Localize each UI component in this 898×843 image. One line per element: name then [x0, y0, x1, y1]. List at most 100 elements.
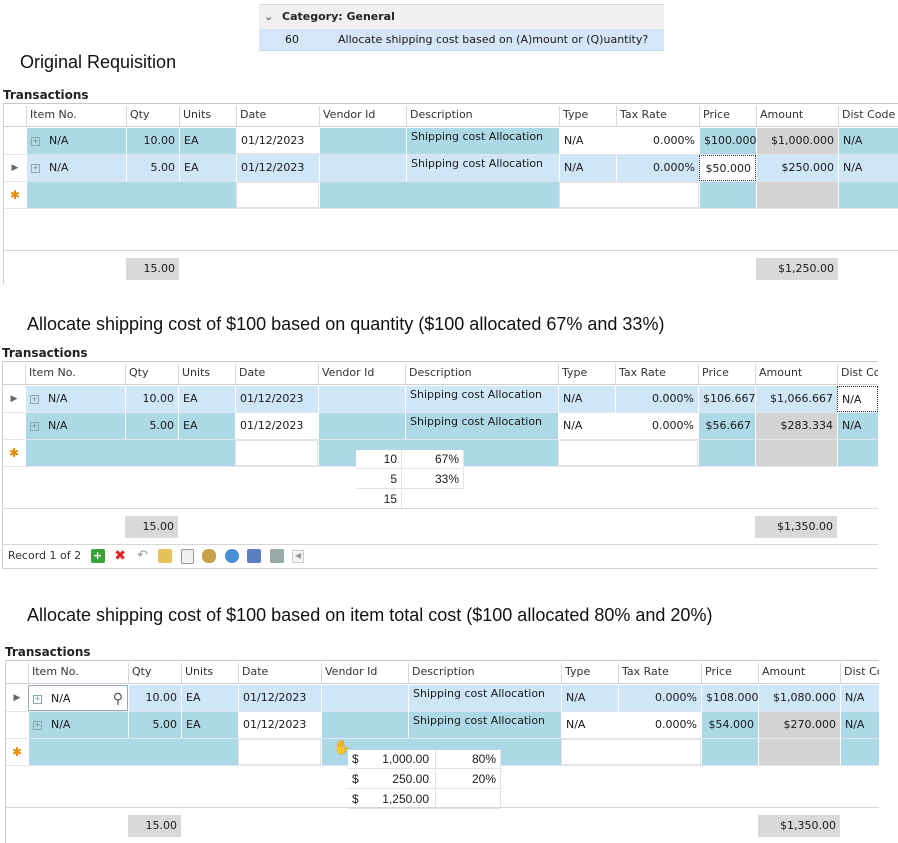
col-tax-rate[interactable]: Tax Rate	[616, 106, 699, 126]
col-dist-code[interactable]: Dist Code	[838, 106, 898, 126]
cell-units[interactable]: EA	[178, 386, 235, 412]
cell-type[interactable]: N/A	[558, 386, 615, 412]
cell-tax-rate[interactable]: 0.000%	[615, 386, 698, 412]
col-qty[interactable]: Qty	[125, 364, 178, 384]
new-cell-date[interactable]	[236, 182, 319, 208]
table-row[interactable]: ▶ + N/A 5.00 EA 01/12/2023 Shipping cost …	[4, 155, 898, 182]
col-item-no[interactable]: Item No.	[25, 364, 125, 384]
cell-type[interactable]: N/A	[559, 128, 616, 154]
new-cell-dist[interactable]	[840, 739, 879, 765]
col-vendor-id[interactable]: Vendor Id	[321, 663, 408, 683]
cell-vendor[interactable]	[318, 413, 405, 439]
item-lookup-input[interactable]: + N/A ⚲	[28, 685, 128, 711]
cell-tax-rate[interactable]: 0.000%	[616, 155, 699, 181]
cell-type[interactable]: N/A	[561, 712, 618, 738]
cell-price[interactable]: $100.000	[699, 128, 756, 154]
cell-dist-code[interactable]: N/A	[840, 712, 879, 738]
col-units[interactable]: Units	[181, 663, 238, 683]
cell-description[interactable]: Shipping cost Allocation	[405, 413, 558, 439]
col-units[interactable]: Units	[179, 106, 236, 126]
cell-dist-code[interactable]: N/A	[840, 685, 879, 711]
new-cell-dist[interactable]	[837, 440, 878, 466]
new-row-cells[interactable]	[319, 182, 559, 208]
cell-qty[interactable]: 5.00	[126, 155, 179, 181]
col-date[interactable]: Date	[236, 106, 319, 126]
cell-date[interactable]: 01/12/2023	[238, 712, 321, 738]
new-cell-type[interactable]	[561, 739, 701, 765]
cell-description[interactable]: Shipping cost Allocation	[408, 685, 561, 711]
cell-price[interactable]: $108.000	[701, 685, 758, 711]
add-icon[interactable]: +	[90, 549, 105, 563]
new-row-cells[interactable]	[26, 182, 236, 208]
cell-item[interactable]: + N/A	[26, 155, 126, 181]
col-vendor-id[interactable]: Vendor Id	[318, 364, 405, 384]
cell-vendor[interactable]	[321, 685, 408, 711]
cell-vendor[interactable]	[319, 128, 406, 154]
col-description[interactable]: Description	[406, 106, 559, 126]
cell-description[interactable]: Shipping cost Allocation	[406, 128, 559, 154]
col-type[interactable]: Type	[558, 364, 615, 384]
table-row[interactable]: + N/A 5.00 EA 01/12/2023 Shipping cost Al…	[6, 712, 879, 739]
col-description[interactable]: Description	[408, 663, 561, 683]
cell-type[interactable]: N/A	[558, 413, 615, 439]
cell-units[interactable]: EA	[181, 712, 238, 738]
cell-qty[interactable]: 10.00	[125, 386, 178, 412]
cell-item[interactable]: + N/A	[25, 413, 125, 439]
col-item-no[interactable]: Item No.	[28, 663, 128, 683]
table-row[interactable]: + N/A 10.00 EA 01/12/2023 Shipping cost A…	[4, 128, 898, 155]
col-price[interactable]: Price	[698, 364, 755, 384]
col-item-no[interactable]: Item No.	[26, 106, 126, 126]
expand-icon[interactable]: +	[31, 163, 40, 173]
folder-icon[interactable]	[158, 549, 173, 563]
cell-vendor[interactable]	[321, 712, 408, 738]
cell-price[interactable]: $54.000	[701, 712, 758, 738]
col-dist-code[interactable]: Dist Cod	[837, 364, 878, 384]
cell-date[interactable]: 01/12/2023	[238, 685, 321, 711]
cell-item[interactable]: + N/A	[26, 128, 126, 154]
col-description[interactable]: Description	[405, 364, 558, 384]
col-dist-code[interactable]: Dist Cod	[840, 663, 879, 683]
cell-vendor[interactable]	[318, 386, 405, 412]
delete-icon[interactable]: ✖	[114, 548, 126, 564]
cell-price[interactable]: $50.000	[699, 155, 756, 181]
cell-units[interactable]: EA	[181, 685, 238, 711]
table-row[interactable]: ▶ + N/A ⚲ 10.00 EA 01/12/2023 Shipping cos…	[6, 685, 879, 712]
new-cell-date[interactable]	[238, 739, 321, 765]
cell-dist-code[interactable]: N/A	[837, 413, 878, 439]
col-amount[interactable]: Amount	[755, 364, 837, 384]
search-icon[interactable]: ⚲	[112, 691, 123, 707]
col-type[interactable]: Type	[559, 106, 616, 126]
col-tax-rate[interactable]: Tax Rate	[618, 663, 701, 683]
col-date[interactable]: Date	[235, 364, 318, 384]
col-qty[interactable]: Qty	[128, 663, 181, 683]
cell-type[interactable]: N/A	[561, 685, 618, 711]
scroll-left-icon[interactable]: ◀	[292, 549, 305, 563]
cell-tax-rate[interactable]: 0.000%	[616, 128, 699, 154]
new-row-cells[interactable]	[25, 440, 235, 466]
expand-icon[interactable]: +	[30, 421, 39, 431]
cell-units[interactable]: EA	[178, 413, 235, 439]
expand-icon[interactable]: +	[33, 720, 42, 730]
cell-qty[interactable]: 10.00	[126, 128, 179, 154]
col-date[interactable]: Date	[238, 663, 321, 683]
cell-date[interactable]: 01/12/2023	[235, 386, 318, 412]
globe-icon[interactable]	[224, 549, 239, 563]
col-units[interactable]: Units	[178, 364, 235, 384]
cell-tax-rate[interactable]: 0.000%	[615, 413, 698, 439]
table-row[interactable]: + N/A 5.00 EA 01/12/2023 Shipping cost Al…	[3, 413, 878, 440]
cell-units[interactable]: EA	[179, 128, 236, 154]
table-row[interactable]: ▶ + N/A 10.00 EA 01/12/2023 Shipping cost…	[3, 386, 878, 413]
cell-description[interactable]: Shipping cost Allocation	[406, 155, 559, 181]
cell-price[interactable]: $106.667	[698, 386, 755, 412]
cell-item[interactable]: + N/A	[28, 712, 128, 738]
cell-description[interactable]: Shipping cost Allocation	[405, 386, 558, 412]
copy-icon[interactable]	[180, 548, 194, 564]
new-cell-dist[interactable]	[838, 182, 898, 208]
cell-tax-rate[interactable]: 0.000%	[618, 712, 701, 738]
expand-icon[interactable]: +	[33, 694, 42, 704]
cell-vendor[interactable]	[319, 155, 406, 181]
cell-item[interactable]: + N/A	[25, 386, 125, 412]
cell-description[interactable]: Shipping cost Allocation	[408, 712, 561, 738]
import-icon[interactable]	[247, 549, 262, 563]
col-price[interactable]: Price	[701, 663, 758, 683]
